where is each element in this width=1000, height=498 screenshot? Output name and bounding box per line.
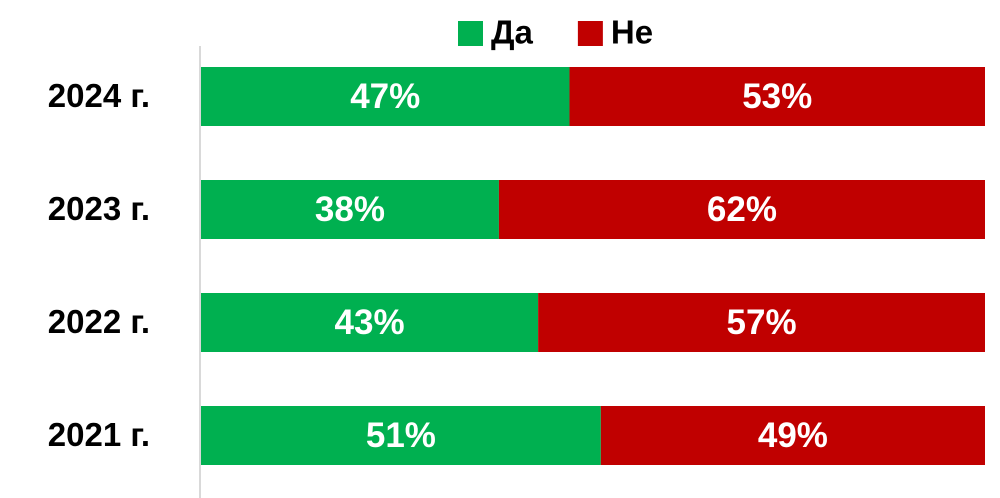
value-label: 43% [335, 303, 405, 342]
legend-label: Не [611, 14, 653, 51]
legend-swatch [577, 21, 603, 46]
bar-segment [201, 180, 499, 239]
bar-segment [201, 406, 601, 465]
legend-swatch [458, 21, 483, 46]
value-label: 51% [366, 416, 436, 455]
value-label: 49% [758, 416, 828, 455]
y-tick-label: 2021 г. [48, 416, 150, 453]
bar-segment [498, 180, 985, 239]
y-tick-label: 2022 г. [48, 303, 150, 340]
value-label: 38% [315, 190, 385, 229]
value-label: 62% [707, 190, 777, 229]
bar-segment [600, 406, 985, 465]
value-label: 53% [742, 77, 812, 116]
value-label: 47% [350, 77, 420, 116]
y-tick-label: 2024 г. [48, 77, 150, 114]
bar-segment [569, 67, 985, 126]
legend-label: Да [491, 14, 534, 51]
bar-segment [538, 293, 985, 352]
bar-segment [201, 67, 570, 126]
bar-segment [201, 293, 539, 352]
y-tick-label: 2023 г. [48, 190, 150, 227]
value-label: 57% [727, 303, 797, 342]
